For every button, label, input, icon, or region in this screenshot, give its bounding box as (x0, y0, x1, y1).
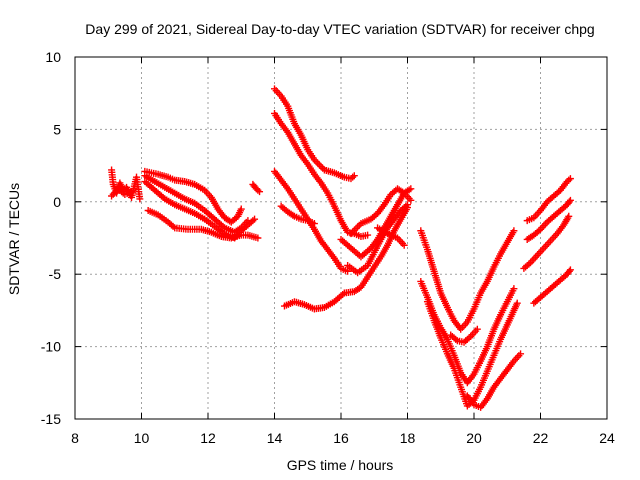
y-tick-label: -10 (41, 339, 61, 355)
data-point (314, 159, 322, 167)
data-point (510, 227, 518, 235)
data-point (256, 188, 264, 196)
chart-title: Day 299 of 2021, Sidereal Day-to-day VTE… (85, 21, 594, 37)
data-point (349, 173, 357, 181)
data-point (566, 196, 574, 204)
x-tick-label: 8 (71, 430, 79, 446)
x-tick-label: 22 (533, 430, 549, 446)
data-point (407, 185, 415, 193)
data-point (565, 198, 573, 206)
data-point (404, 201, 411, 209)
data-point (400, 241, 408, 249)
y-tick-label: 0 (53, 194, 61, 210)
data-point (517, 350, 525, 358)
data-point (566, 266, 574, 274)
x-tick-label: 18 (400, 430, 416, 446)
data-point (237, 205, 245, 213)
x-tick-label: 14 (267, 430, 283, 446)
x-tick-label: 20 (466, 430, 482, 446)
data-point (317, 163, 325, 171)
data-point (315, 161, 323, 169)
data-point (565, 267, 573, 275)
axis-ticks: 8 10 12 14 16 18 20 22 24 -15 -10 -5 0 5 10 (41, 49, 615, 446)
x-tick-label: 10 (134, 430, 150, 446)
y-axis-label: SDTVAR / TECUs (6, 183, 22, 295)
data-point (510, 285, 518, 293)
data-point (254, 234, 262, 242)
x-tick-label: 24 (599, 430, 615, 446)
data-point (364, 231, 372, 239)
data-point (566, 175, 574, 183)
data-point (136, 195, 144, 203)
data-point (354, 223, 362, 231)
data-point (251, 215, 259, 223)
data-point (347, 230, 355, 238)
y-tick-label: -15 (41, 411, 61, 427)
data-marks (108, 85, 574, 411)
x-tick-label: 12 (200, 430, 216, 446)
y-tick-label: 10 (45, 49, 61, 65)
x-axis-label: GPS time / hours (287, 457, 394, 473)
data-point (513, 299, 521, 307)
x-tick-label: 16 (333, 430, 349, 446)
data-point (407, 196, 415, 204)
y-tick-label: 5 (53, 121, 61, 137)
data-point (473, 325, 481, 333)
data-point (350, 172, 358, 180)
data-point (565, 212, 573, 220)
data-point (352, 225, 360, 233)
data-point (310, 220, 318, 228)
data-point (128, 188, 136, 196)
y-tick-label: -5 (49, 266, 62, 282)
